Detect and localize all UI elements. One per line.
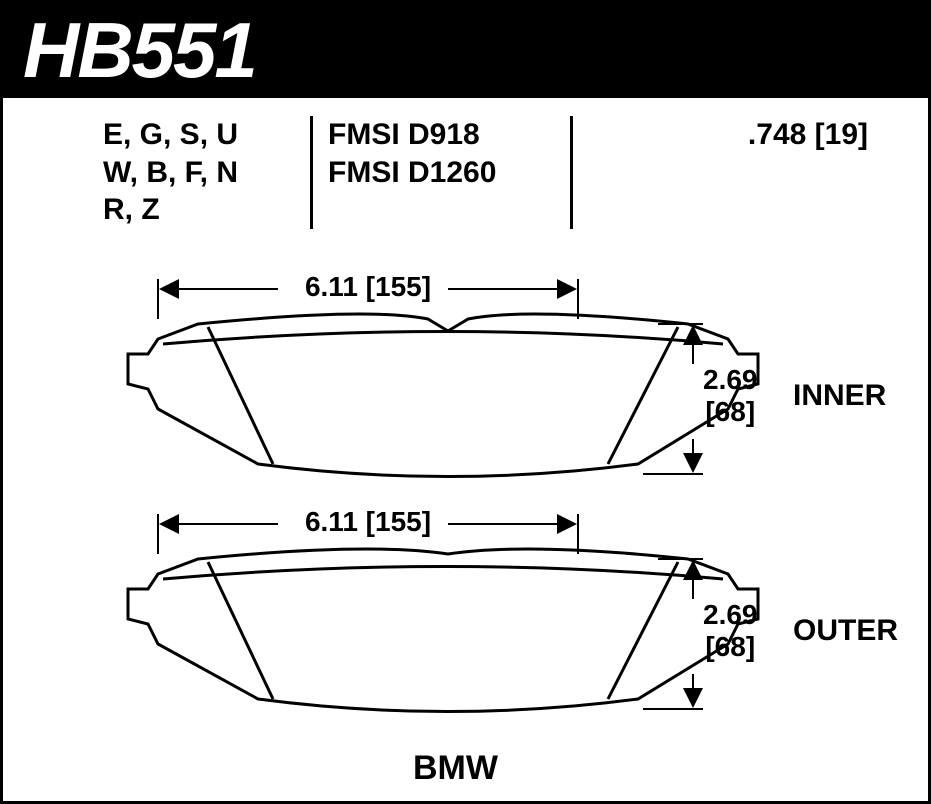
diagram-area: 6.11 [155] 2.69 [68] INNER 6.11 [155] 2.… (3, 239, 928, 799)
outer-width-dim: 6.11 [155] (288, 506, 448, 538)
make-label: BMW (413, 749, 498, 788)
spec-fmsi: FMSI D918 FMSI D1260 (313, 116, 573, 229)
spec-row: E, G, S, U W, B, F, N R, Z FMSI D918 FMS… (3, 98, 928, 239)
brake-pad-diagram (3, 239, 931, 799)
fmsi-1: FMSI D918 (328, 116, 570, 154)
spec-thickness: .748 [19] (573, 116, 908, 229)
inner-label: INNER (793, 379, 886, 413)
part-number: HB551 (23, 5, 256, 96)
outer-label: OUTER (793, 614, 898, 648)
header-bar: HB551 (3, 3, 928, 98)
inner-width-dim: 6.11 [155] (288, 271, 448, 303)
spec-codes: E, G, S, U W, B, F, N R, Z (103, 116, 313, 229)
inner-height-dim: 2.69 [68] (703, 364, 758, 428)
fmsi-2: FMSI D1260 (328, 154, 570, 192)
outer-height-dim: 2.69 [68] (703, 599, 758, 663)
